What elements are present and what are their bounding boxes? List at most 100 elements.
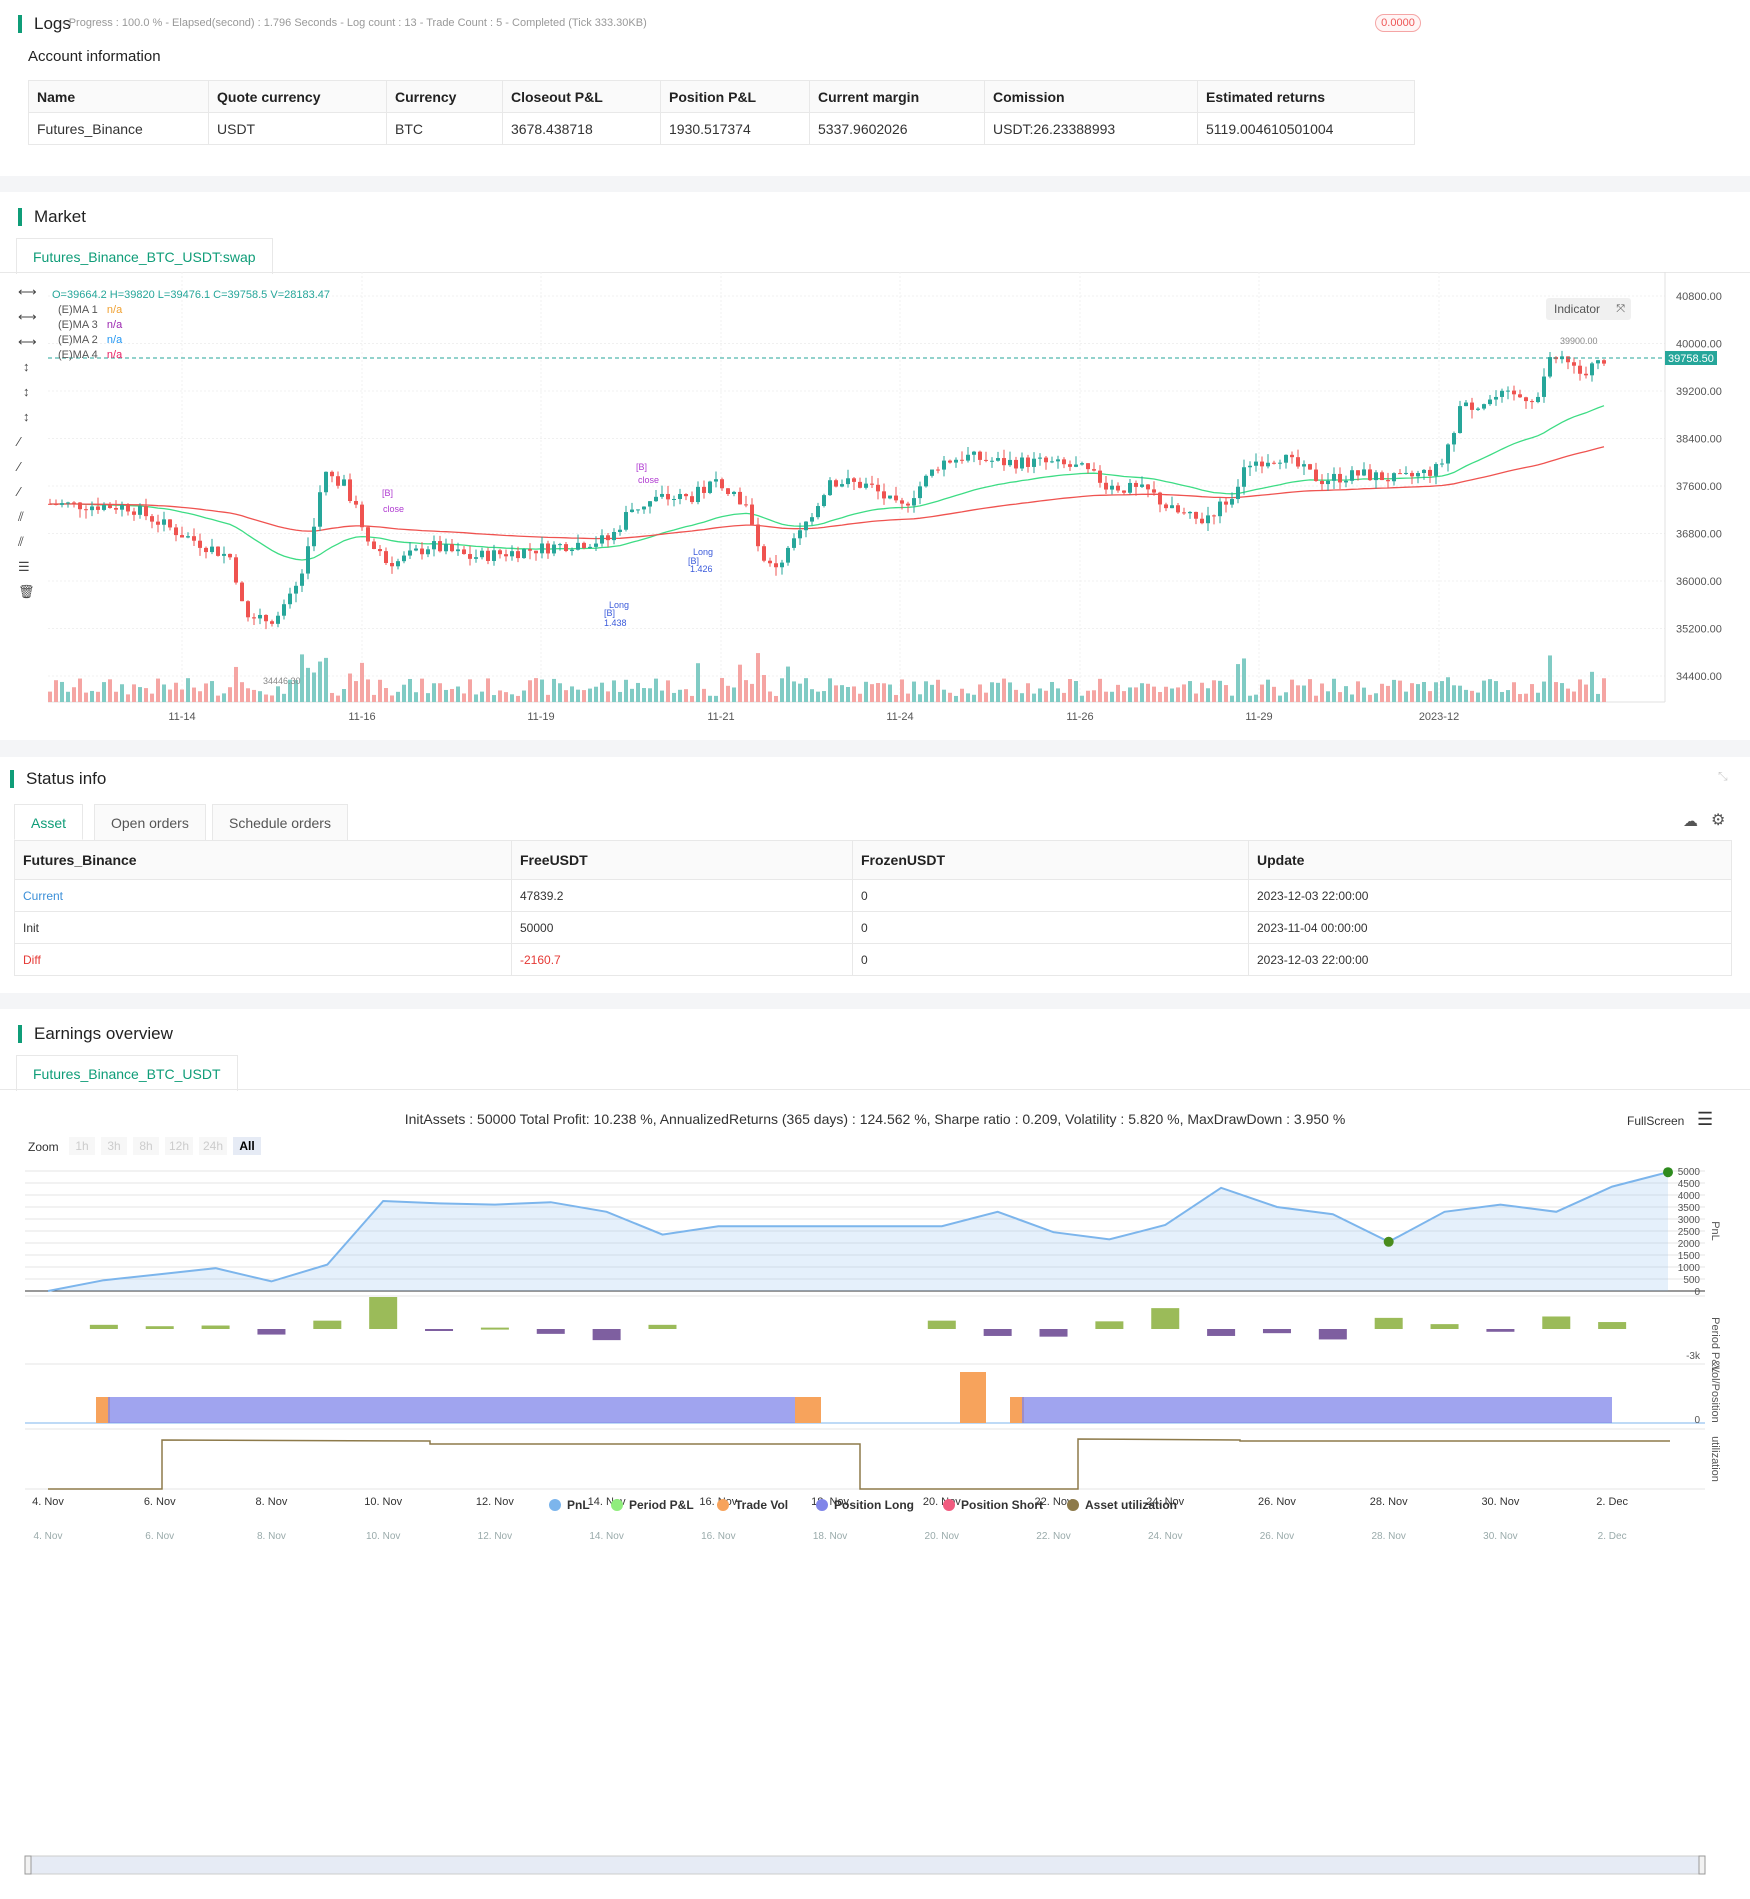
fibonacci-tool-icon[interactable]: ☰	[18, 559, 30, 574]
candlestick-chart[interactable]: [B]close[B]closeLong[B]1.426Long[B]1.438…	[0, 272, 1750, 732]
vertical-ray-tool-icon[interactable]: ↕	[23, 384, 30, 399]
volume-bar	[60, 681, 64, 702]
volume-bar	[390, 695, 394, 702]
drawing-toolbar: ⟷ ⟷ ⟷ ↕ ↕ ↕ ⁄ ⁄ ⁄ ⫽ ⫽ ☰ 🗑	[18, 284, 38, 609]
candle-body	[612, 531, 616, 541]
logs-title: Logs	[18, 15, 71, 33]
candle-body	[600, 535, 604, 544]
volume-bar	[222, 693, 226, 702]
logs-badge: 0.0000	[1375, 14, 1421, 32]
volume-bar	[72, 687, 76, 702]
zoom-option[interactable]: 24h	[199, 1137, 227, 1155]
ray-line-tool-icon[interactable]: ⁄	[18, 459, 21, 474]
volume-bar	[1200, 682, 1204, 702]
volume-bar	[246, 688, 250, 702]
volume-bar	[1554, 682, 1558, 702]
candle-body	[1038, 457, 1042, 459]
tab-asset[interactable]: Asset	[14, 804, 84, 840]
volume-bar	[1584, 684, 1588, 702]
volume-bar	[1470, 690, 1474, 702]
zoom-option[interactable]: 8h	[133, 1137, 159, 1155]
parallel-channel-tool-icon[interactable]: ⫽	[18, 534, 24, 549]
cloud-download-icon[interactable]: ☁	[1683, 813, 1698, 830]
volume-bar	[678, 689, 682, 702]
ma-legend-item[interactable]: (E)MA 4 n/a	[58, 349, 123, 361]
candle-body	[1368, 469, 1372, 481]
volume-bar	[708, 695, 712, 702]
period-pnl-bar	[983, 1329, 1012, 1336]
candle-body	[1314, 469, 1318, 481]
volume-bar	[1338, 692, 1342, 702]
candle-body	[900, 500, 904, 504]
volume-bar	[582, 690, 586, 702]
horizontal-ray-tool-icon[interactable]: ⟷	[18, 309, 37, 324]
extended-line-tool-icon[interactable]: ⁄	[18, 484, 21, 499]
volume-bar	[234, 666, 238, 702]
volume-bar	[1086, 690, 1090, 702]
ma-legend-item[interactable]: (E)MA 3 n/a	[58, 319, 123, 331]
navigator-left-handle[interactable]	[24, 1855, 32, 1875]
tab-earnings-symbol[interactable]: Futures_Binance_BTC_USDT	[16, 1055, 238, 1091]
menu-icon[interactable]: ☰	[1697, 1109, 1714, 1129]
zoom-option-active[interactable]: All	[233, 1137, 261, 1155]
vertical-line-tool-icon[interactable]: ↕	[23, 359, 30, 374]
collapse-icon[interactable]: ⤡	[1718, 769, 1728, 783]
tab-market-symbol[interactable]: Futures_Binance_BTC_USDT:swap	[16, 238, 273, 274]
navigator-right-handle[interactable]	[1698, 1855, 1706, 1875]
candle-body	[912, 498, 916, 506]
candle-body	[1344, 480, 1348, 483]
candle-body	[546, 543, 550, 554]
tab-schedule-orders[interactable]: Schedule orders	[212, 804, 348, 840]
candle-body	[660, 493, 664, 497]
candle-body	[762, 546, 766, 561]
trash-icon[interactable]: 🗑	[18, 584, 35, 599]
candle-body	[648, 501, 652, 507]
candle-body	[684, 494, 688, 497]
volume-bar	[1260, 684, 1264, 702]
zoom-option[interactable]: 3h	[101, 1137, 127, 1155]
vertical-segment-tool-icon[interactable]: ↕	[23, 409, 30, 424]
candle-body	[1104, 482, 1108, 490]
period-pnl-bar	[480, 1327, 509, 1330]
candle-body	[1128, 482, 1132, 493]
candle-body	[1518, 394, 1522, 398]
zoom-option[interactable]: 12h	[165, 1137, 193, 1155]
segment-tool-icon[interactable]: ⟷	[18, 334, 37, 349]
candle-body	[1062, 459, 1066, 465]
fullscreen-button[interactable]: FullScreen	[1627, 1114, 1685, 1128]
candle-body	[78, 502, 82, 510]
legend-marker	[549, 1499, 561, 1511]
candle-body	[1362, 469, 1366, 476]
candle-body	[1602, 360, 1606, 364]
candle-body	[1290, 454, 1294, 458]
horizontal-line-tool-icon[interactable]: ⟷	[18, 284, 37, 299]
volume-bar	[108, 679, 112, 702]
candle-body	[264, 614, 268, 622]
volume-bar	[660, 690, 664, 702]
expand-icon[interactable]: ⤧	[1616, 303, 1625, 315]
asset-cell: 0	[852, 911, 1249, 944]
tab-open-orders[interactable]: Open orders	[94, 804, 206, 840]
candle-body	[306, 546, 310, 574]
volume-bar	[1314, 695, 1318, 702]
navigator-bar[interactable]	[24, 1855, 1706, 1875]
trend-line-tool-icon[interactable]: ⁄	[18, 434, 21, 449]
ma-legend-item[interactable]: (E)MA 1 n/a	[58, 304, 123, 316]
volume-bar	[816, 691, 820, 702]
earnings-summary: InitAssets : 50000 Total Profit: 10.238 …	[404, 1111, 1346, 1127]
period-pnl-bar	[592, 1329, 621, 1341]
earnings-chart[interactable]: 5000450040003500300025002000150010005000…	[0, 1159, 1750, 1899]
zoom-option[interactable]: 1h	[69, 1137, 95, 1155]
candle-body	[930, 469, 934, 476]
gear-icon[interactable]: ⚙	[1711, 812, 1726, 829]
time-axis-tick: 10. Nov	[364, 1496, 402, 1508]
ma-legend-item[interactable]: (E)MA 2 n/a	[58, 334, 123, 346]
volume-bar	[276, 686, 280, 702]
price-channel-tool-icon[interactable]: ⫽	[18, 509, 24, 524]
pnl-axis-tick: 4000	[1678, 1191, 1701, 1202]
legend-marker	[816, 1499, 828, 1511]
position-long-bar	[108, 1397, 808, 1423]
indicator-button[interactable]: Indicator ⤧	[1546, 298, 1631, 320]
volume-bar	[294, 680, 298, 702]
period-pnl-bar	[1542, 1316, 1571, 1329]
